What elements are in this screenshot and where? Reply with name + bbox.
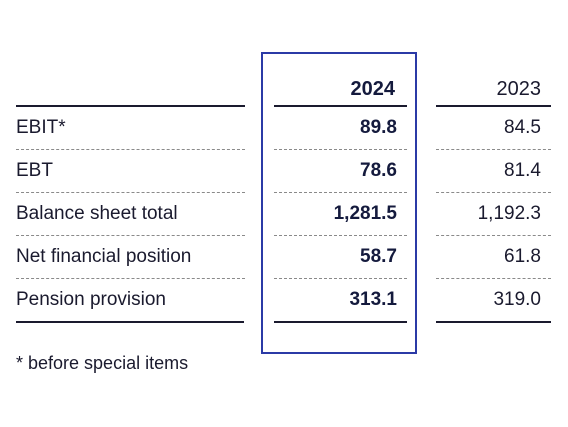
header-rule-previous (436, 105, 551, 107)
row-label-pension-provision: Pension provision (16, 289, 166, 310)
row-divider (16, 278, 245, 279)
row-divider (274, 192, 407, 193)
row-value-net-financial-position-previous: 61.8 (504, 246, 541, 267)
row-value-balance-sheet-total-previous: 1,192.3 (477, 203, 541, 224)
row-divider (436, 235, 551, 236)
row-label-net-financial-position: Net financial position (16, 246, 192, 267)
row-value-balance-sheet-total-current: 1,281.5 (333, 203, 397, 224)
row-divider (436, 278, 551, 279)
footer-rule-current (274, 321, 407, 323)
row-value-net-financial-position-current: 58.7 (360, 246, 397, 267)
row-divider (436, 192, 551, 193)
current-year-highlight-box (261, 52, 417, 354)
row-divider (16, 192, 245, 193)
row-value-ebit-current: 89.8 (360, 117, 397, 138)
row-value-ebit-previous: 84.5 (504, 117, 541, 138)
row-divider (274, 149, 407, 150)
row-divider (274, 278, 407, 279)
column-header-2024: 2024 (350, 78, 396, 100)
row-label-balance-sheet-total: Balance sheet total (16, 203, 178, 224)
row-label-ebit: EBIT* (16, 117, 66, 138)
row-value-ebt-current: 78.6 (360, 160, 397, 181)
header-rule-label (16, 105, 245, 107)
footer-rule-label (16, 321, 244, 323)
row-divider (16, 235, 245, 236)
column-header-2023: 2023 (496, 78, 542, 100)
header-rule-current (274, 105, 407, 107)
footnote: * before special items (16, 353, 189, 373)
footer-rule-previous (436, 321, 551, 323)
row-value-pension-provision-previous: 319.0 (493, 289, 541, 310)
row-value-ebt-previous: 81.4 (504, 160, 541, 181)
row-divider (16, 149, 245, 150)
row-divider (436, 149, 551, 150)
row-divider (274, 235, 407, 236)
row-label-ebt: EBT (16, 160, 53, 181)
row-value-pension-provision-current: 313.1 (349, 289, 397, 310)
